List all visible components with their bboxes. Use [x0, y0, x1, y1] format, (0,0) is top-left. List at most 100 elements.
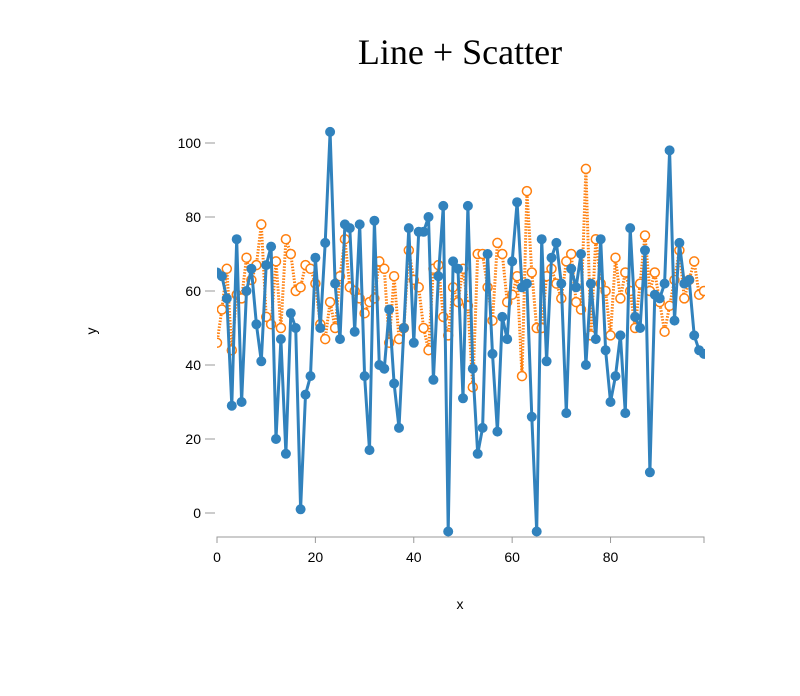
series-1-point: [531, 526, 542, 537]
series-1-point: [428, 374, 439, 385]
series-1-point: [595, 234, 606, 245]
series-1-point: [669, 315, 680, 326]
series-1-point: [300, 389, 311, 400]
series-1-point: [566, 263, 577, 274]
series-2-point: [698, 285, 705, 297]
y-axis-label: y: [83, 328, 99, 335]
series-2-point: [280, 233, 292, 245]
series-1-point: [546, 252, 557, 263]
series-1-point: [477, 422, 488, 433]
plot-area: [217, 126, 705, 537]
series-1-point: [526, 411, 537, 422]
series-2-point: [649, 267, 661, 278]
series-1-point: [295, 504, 306, 515]
series-1-point: [325, 126, 336, 137]
y-tick-label: 20: [185, 431, 201, 447]
series-2-point: [659, 326, 670, 337]
series-1-point: [394, 422, 404, 433]
series-2-point: [565, 248, 577, 260]
series-1-point: [221, 293, 232, 304]
series-1-point: [217, 271, 227, 282]
series-2-point: [241, 252, 252, 263]
x-axis-label: x: [457, 596, 464, 612]
series-1-point: [659, 278, 670, 289]
series-1-point: [349, 326, 360, 337]
series-1-point: [684, 274, 695, 285]
series-1-point: [364, 445, 375, 456]
series-1-point: [246, 263, 257, 274]
series-1-point: [310, 252, 321, 263]
series-1-point: [226, 400, 237, 411]
series-1-line: [217, 130, 705, 533]
series-2-point: [217, 337, 223, 349]
series-2-point: [615, 293, 626, 304]
series-1-point: [571, 282, 582, 293]
x-tick-label: 20: [308, 549, 324, 565]
series-1-point: [320, 237, 331, 248]
series-2-point: [295, 282, 306, 293]
chart-title: Line + Scatter: [358, 32, 562, 72]
x-tick-label: 80: [603, 549, 619, 565]
series-2-point: [388, 270, 400, 282]
series-2-point: [275, 322, 287, 334]
series-1-point: [492, 426, 503, 437]
series-1-point: [398, 323, 409, 333]
series-1-point: [699, 348, 705, 359]
y-tick-label: 100: [178, 135, 202, 151]
series-1-point: [271, 434, 281, 444]
series-2-point: [497, 248, 508, 260]
x-axis-line: [216, 536, 705, 543]
series-1-point: [521, 278, 532, 289]
series-1-point: [280, 448, 291, 459]
series-2-point: [605, 330, 616, 341]
series-2-point: [688, 256, 700, 267]
x-tick-label: 0: [213, 549, 221, 565]
series-1-point: [344, 223, 355, 234]
series-1-point: [389, 378, 400, 389]
series-1-point: [458, 393, 468, 404]
series-1-point: [615, 330, 626, 341]
series-1-point: [369, 215, 380, 226]
series-2-point: [285, 248, 297, 260]
series-1-point: [236, 397, 247, 407]
x-tick-label: 40: [406, 549, 422, 565]
series-1-point: [654, 293, 665, 304]
series-1-point: [605, 397, 616, 407]
series-2-point: [418, 322, 429, 334]
series-1-point: [403, 223, 414, 234]
series-2-point: [516, 370, 528, 382]
series-2-point: [639, 230, 651, 241]
series-1-point: [600, 345, 611, 356]
series-1-point: [438, 200, 449, 211]
series-1-point: [408, 337, 419, 348]
series-1-point: [640, 245, 650, 256]
series-1-point: [256, 356, 267, 367]
series-2-point: [319, 333, 331, 345]
series-1-point: [674, 237, 685, 248]
series-2-point: [256, 219, 267, 230]
series-2-point: [679, 293, 690, 304]
series-1-point: [266, 241, 277, 252]
series-1-point: [630, 311, 641, 322]
series-2-point: [570, 296, 582, 308]
series-2-point: [580, 163, 592, 175]
series-1-point: [305, 371, 316, 382]
series-1-point: [620, 408, 631, 419]
series-1-point: [462, 200, 473, 211]
series-1-point: [290, 323, 301, 333]
series-2-point: [221, 263, 233, 275]
series-1-point: [610, 371, 621, 382]
series-1-point: [561, 408, 572, 419]
series-2-point: [561, 256, 572, 267]
series-1-point: [443, 526, 454, 537]
series-1-point: [241, 286, 252, 296]
series-1-point: [359, 371, 370, 382]
series-1-point: [453, 263, 463, 274]
series-2-point: [526, 267, 538, 278]
series-1-point: [644, 467, 655, 478]
series-1-point: [585, 278, 596, 289]
series-1-point: [497, 311, 508, 322]
series-1-point: [541, 356, 552, 367]
series-1-point: [467, 363, 478, 374]
series-1-point: [330, 278, 341, 289]
